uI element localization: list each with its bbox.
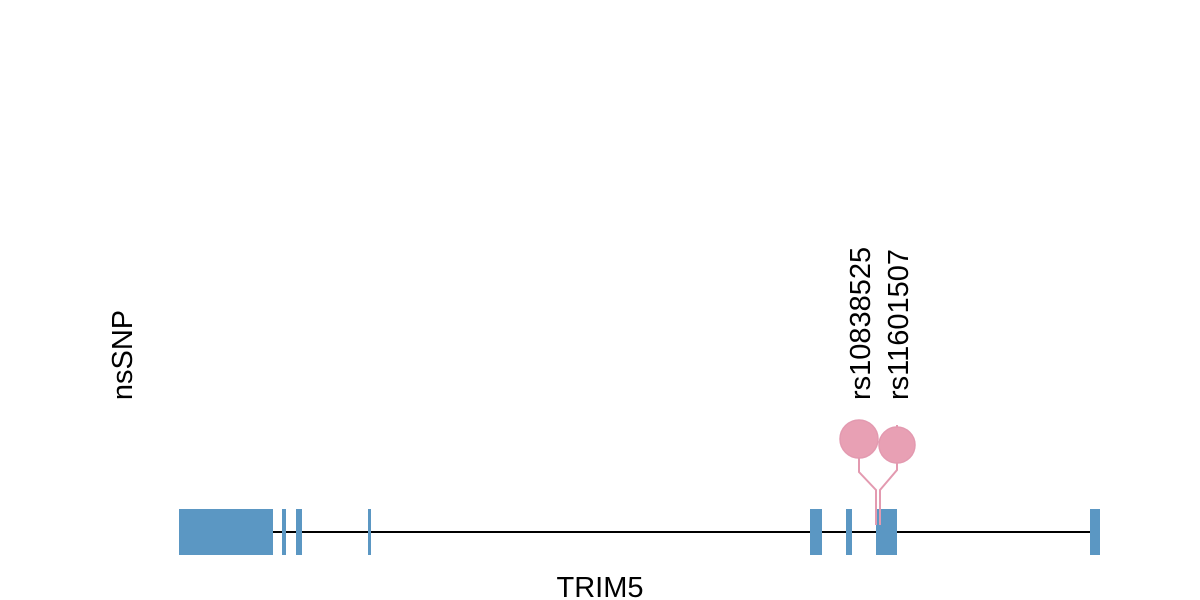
exon: [1090, 509, 1100, 555]
snp-head: [878, 426, 916, 464]
exon: [179, 509, 273, 555]
exon: [810, 509, 822, 555]
snp-label: rs11601507: [883, 249, 915, 400]
snp-lollipops: rs10838525 rs11601507: [839, 247, 916, 525]
snp-label: rs10838525: [845, 247, 877, 400]
exon: [296, 509, 302, 555]
exon: [368, 509, 371, 555]
exon: [846, 509, 852, 555]
snp-head: [839, 419, 879, 459]
gene-label: TRIM5: [557, 572, 644, 600]
exon: [282, 509, 286, 555]
exon: [876, 509, 897, 555]
exons: [179, 509, 1100, 555]
track-label: nsSNP: [107, 310, 139, 400]
